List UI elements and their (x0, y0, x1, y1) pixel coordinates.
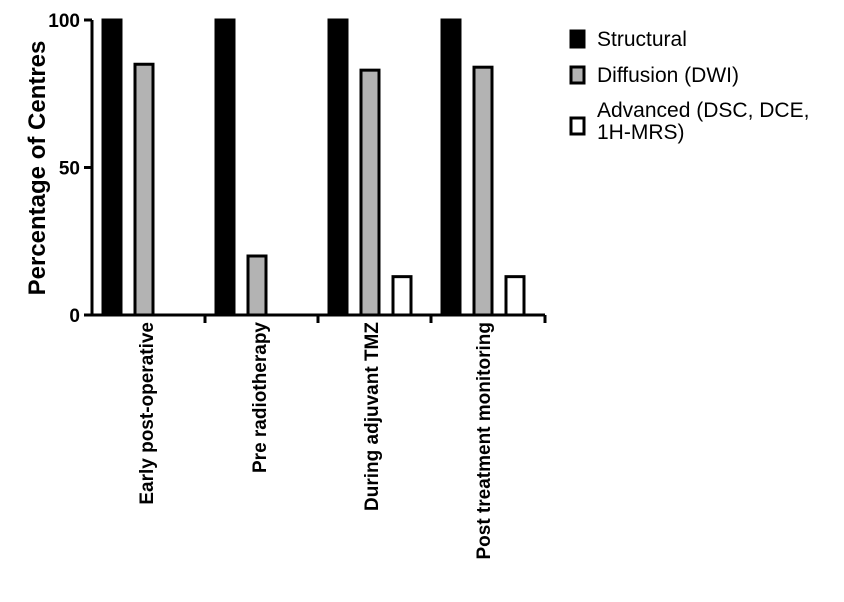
legend-swatch-3 (569, 116, 586, 136)
y-tick-label-1: 0 (69, 306, 80, 327)
bar-1-1 (101, 18, 123, 317)
bar-1-3 (327, 18, 349, 317)
y-tick-label-3: 100 (48, 11, 80, 32)
y-tick-label-2: 50 (59, 159, 80, 180)
bar-2-2 (246, 254, 268, 317)
plot-area: 0 50 100 Early post-operative Pre radiothera… (48, 11, 547, 560)
legend-label-3-line-1: Advanced (DSC, DCE, (597, 99, 809, 122)
bar-3-3 (391, 275, 413, 317)
bar-2-3 (359, 68, 381, 317)
bar-3-4 (504, 275, 526, 317)
legend-label-3-line-2: 1H-MRS) (597, 121, 685, 144)
x-category-label-3: During adjuvant TMZ (362, 322, 383, 511)
x-category-label-2: Pre radiotherapy (250, 322, 271, 473)
legend-swatch-1 (569, 29, 586, 49)
x-category-label-1: Early post-operative (137, 322, 158, 505)
legend-label-2: Diffusion (DWI) (597, 64, 739, 87)
bar-2-4 (472, 65, 494, 317)
y-axis-title: Percentage of Centres (24, 41, 51, 296)
legend: Structural Diffusion (DWI) Advanced (DSC, … (569, 28, 809, 144)
x-category-label-4: Post treatment monitoring (474, 322, 495, 560)
bar-1-2 (214, 18, 236, 317)
legend-label-1: Structural (597, 28, 687, 51)
legend-swatch-2 (569, 65, 586, 85)
bar-2-1 (133, 62, 155, 317)
bar-1-4 (440, 18, 462, 317)
